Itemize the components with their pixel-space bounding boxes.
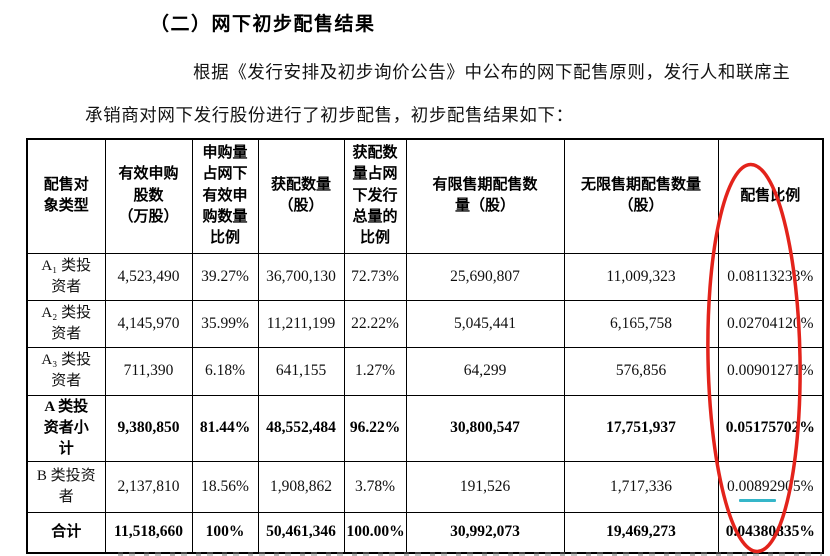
header-unrestricted-shares: 无限售期配售数量 （股）: [563, 138, 719, 254]
cell-unrestricted-shares: 11,009,323: [563, 252, 719, 301]
header-investor-type: 配售对 象类型: [26, 138, 106, 254]
row-label: A₂ 类投 资者: [26, 299, 106, 348]
cell-restricted-shares: 25,690,807: [405, 252, 565, 301]
cell-placement-ratio: 0.05175702%: [717, 394, 824, 462]
cell-valid-subscription: 2,137,810: [104, 460, 193, 513]
cell-allotted-shares: 50,461,346: [257, 511, 345, 554]
cell-allotted-shares: 11,211,199: [257, 299, 345, 348]
paragraph-line-1: 根据《发行安排及初步询价公告》中公布的网下配售原则，发行人和联席主: [193, 62, 791, 82]
cell-allotted-ratio: 96.22%: [343, 394, 407, 462]
table-row-b: B 类投资 者 2,137,810 18.56% 1,908,862 3.78%…: [26, 460, 824, 513]
cell-placement-ratio: 0.00901271%: [717, 346, 824, 396]
cell-unrestricted-shares: 6,165,758: [563, 299, 719, 348]
section-heading: （二）网下初步配售结果: [150, 14, 376, 35]
cell-valid-subscription: 9,380,850: [104, 394, 193, 462]
cell-restricted-shares: 191,526: [405, 460, 565, 513]
cell-allotted-ratio: 1.27%: [343, 346, 407, 396]
cell-subscription-ratio: 18.56%: [191, 460, 259, 513]
row-label: A 类投 资者小 计: [26, 394, 106, 462]
paragraph-line-2: 承销商对网下发行股份进行了初步配售，初步配售结果如下：: [85, 105, 574, 125]
cell-allotted-shares: 641,155: [257, 346, 345, 396]
cell-restricted-shares: 30,800,547: [405, 394, 565, 462]
row-label: B 类投资 者: [26, 460, 106, 513]
cell-restricted-shares: 30,992,073: [405, 511, 565, 554]
cell-allotted-ratio: 22.22%: [343, 299, 407, 348]
row-label: A₃ 类投 资者: [26, 346, 106, 396]
cell-allotted-ratio: 72.73%: [343, 252, 407, 301]
cell-subscription-ratio: 39.27%: [191, 252, 259, 301]
cell-subscription-ratio: 81.44%: [191, 394, 259, 462]
table-header-row: 配售对 象类型 有效申购 股数 （万股） 申购量 占网下 有效申 购数量 比例 …: [26, 138, 824, 254]
table-row-a3: A₃ 类投 资者 711,390 6.18% 641,155 1.27% 64,…: [26, 346, 824, 396]
header-allotted-ratio: 获配数 量占网 下发行 总量的 比例: [343, 138, 407, 254]
cell-placement-ratio: 0.08113233%: [717, 252, 824, 301]
cell-valid-subscription: 711,390: [104, 346, 193, 396]
table-row-a-subtotal: A 类投 资者小 计 9,380,850 81.44% 48,552,484 9…: [26, 394, 824, 462]
cell-restricted-shares: 64,299: [405, 346, 565, 396]
cell-unrestricted-shares: 17,751,937: [563, 394, 719, 462]
cell-allotted-ratio: 3.78%: [343, 460, 407, 513]
table-row-total: 合计 11,518,660 100% 50,461,346 100.00% 30…: [26, 511, 824, 554]
cropped-text-artifact: [118, 551, 822, 556]
header-placement-ratio: 配售比例: [717, 138, 824, 254]
table-row-a2: A₂ 类投 资者 4,145,970 35.99% 11,211,199 22.…: [26, 299, 824, 348]
row-label: 合计: [26, 511, 106, 554]
cell-placement-ratio: 0.02704120%: [717, 299, 824, 348]
cell-allotted-shares: 1,908,862: [257, 460, 345, 513]
cell-valid-subscription: 4,523,490: [104, 252, 193, 301]
cell-subscription-ratio: 35.99%: [191, 299, 259, 348]
header-valid-subscription: 有效申购 股数 （万股）: [104, 138, 193, 254]
cell-unrestricted-shares: 19,469,273: [563, 511, 719, 554]
cell-subscription-ratio: 6.18%: [191, 346, 259, 396]
cell-placement-ratio: 0.00892905%: [717, 460, 824, 513]
cell-valid-subscription: 4,145,970: [104, 299, 193, 348]
cell-placement-ratio: 0.04380835%: [717, 511, 824, 554]
header-subscription-ratio: 申购量 占网下 有效申 购数量 比例: [191, 138, 259, 254]
cell-valid-subscription: 11,518,660: [104, 511, 193, 554]
header-restricted-shares: 有限售期配售数 量（股）: [405, 138, 565, 254]
cell-subscription-ratio: 100%: [191, 511, 259, 554]
cell-allotted-ratio: 100.00%: [343, 511, 407, 554]
header-allotted-shares: 获配数量 （股）: [257, 138, 345, 254]
cell-unrestricted-shares: 1,717,336: [563, 460, 719, 513]
placement-result-table: 配售对 象类型 有效申购 股数 （万股） 申购量 占网下 有效申 购数量 比例 …: [26, 138, 824, 554]
cell-allotted-shares: 36,700,130: [257, 252, 345, 301]
spellcheck-underline: [739, 499, 776, 502]
row-label: A₁ 类投 资者: [26, 252, 106, 301]
cell-allotted-shares: 48,552,484: [257, 394, 345, 462]
table-row-a1: A₁ 类投 资者 4,523,490 39.27% 36,700,130 72.…: [26, 252, 824, 301]
cell-restricted-shares: 5,045,441: [405, 299, 565, 348]
cell-unrestricted-shares: 576,856: [563, 346, 719, 396]
